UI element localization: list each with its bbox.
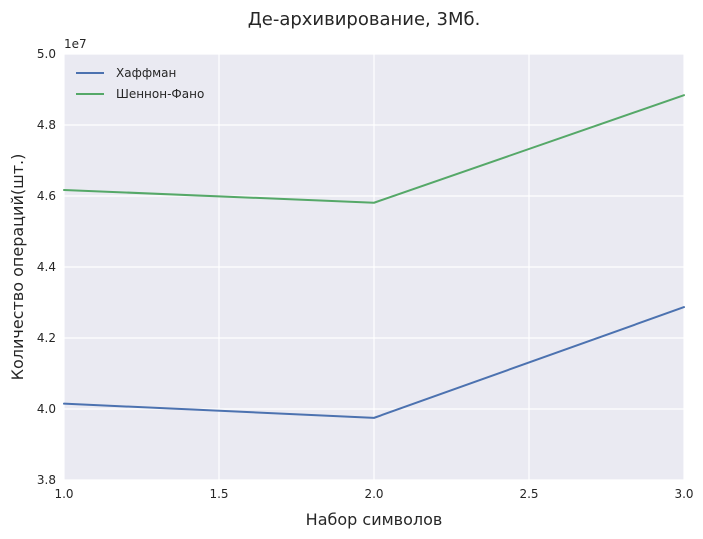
y-tick-label: 4.6 [37, 189, 56, 203]
y-tick-labels: 3.8 4.0 4.2 4.4 4.6 4.8 5.0 [37, 47, 56, 487]
x-tick-labels: 1.0 1.5 2.0 2.5 3.0 [54, 487, 693, 501]
y-tick-label: 5.0 [37, 47, 56, 61]
series-lines [63, 94, 685, 419]
x-tick-label: 1.0 [54, 487, 73, 501]
y-axis-label: Количество операций(шт.) [8, 154, 27, 381]
legend-label: Хаффман [116, 66, 176, 80]
series-line-1 [63, 94, 685, 204]
chart-title: Де-архивирование, 3Мб. [248, 9, 481, 30]
x-tick-label: 1.5 [209, 487, 228, 501]
series-line-0 [63, 306, 685, 419]
y-tick-label: 4.2 [37, 331, 56, 345]
y-tick-label: 4.8 [37, 118, 56, 132]
x-tick-label: 3.0 [674, 487, 693, 501]
legend-label: Шеннон-Фано [116, 87, 204, 101]
y-tick-label: 3.8 [37, 473, 56, 487]
y-tick-label: 4.0 [37, 402, 56, 416]
y-offset-label: 1e7 [64, 37, 87, 51]
legend: Хаффман Шеннон-Фано [76, 66, 204, 101]
x-axis-label: Набор символов [306, 510, 443, 529]
x-tick-label: 2.0 [364, 487, 383, 501]
y-tick-label: 4.4 [37, 260, 56, 274]
grid-lines [63, 53, 685, 481]
x-tick-label: 2.5 [519, 487, 538, 501]
